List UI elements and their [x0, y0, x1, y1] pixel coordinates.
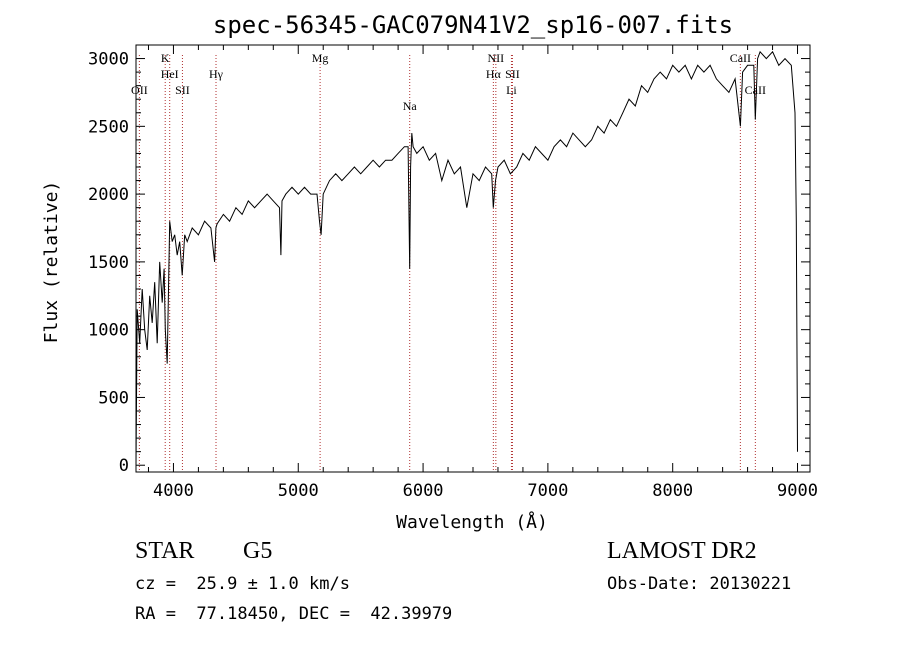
x-tick-label: 4000: [153, 481, 194, 501]
y-tick-label: 3000: [88, 50, 129, 70]
object-class: STAR: [135, 538, 195, 564]
subclass: G5: [243, 538, 273, 564]
x-axis-label: Wavelength (Å): [396, 511, 548, 533]
spectrum-line: [135, 50, 798, 466]
spectral-line-label: SII: [175, 83, 190, 97]
y-tick-label: 2000: [88, 185, 129, 205]
observation-date: Obs-Date: 20130221: [607, 574, 792, 594]
coordinates: RA = 77.18450, DEC = 42.39979: [135, 604, 453, 624]
y-tick-label: 2500: [88, 117, 129, 137]
x-tick-label: 8000: [652, 481, 693, 501]
y-axis: 0 500 1000 1500 2000 2500 3000: [88, 50, 810, 476]
x-tick-label: 9000: [777, 481, 818, 501]
spectral-line-label: CaII: [745, 83, 766, 97]
x-tick-label: 7000: [527, 481, 568, 501]
spectral-line-markers: [138, 55, 756, 472]
spectral-line-label: Mg: [312, 51, 329, 65]
y-tick-label: 1000: [88, 321, 129, 341]
chart-title: spec-56345-GAC079N41V2_sp16-007.fits: [213, 11, 733, 39]
y-tick-label: 1500: [88, 253, 129, 273]
spectral-line-label: K: [161, 51, 170, 65]
spectrum-chart: spec-56345-GAC079N41V2_sp16-007.fits OII…: [41, 11, 818, 533]
spectral-line-label: NII: [488, 51, 505, 65]
x-tick-label: 6000: [403, 481, 444, 501]
spectral-line-label: Na: [403, 99, 418, 113]
redshift-value: cz = 25.9 ± 1.0 km/s: [135, 574, 350, 594]
spectral-line-label: Li: [506, 83, 517, 97]
plot-frame: [135, 44, 811, 473]
x-axis: 4000 5000 6000 7000 8000 9000: [147, 45, 818, 501]
spectral-line-label: OII: [131, 83, 148, 97]
x-tick-label: 5000: [278, 481, 319, 501]
spectral-line-label: SII: [505, 67, 520, 81]
spectral-line-label: CaII: [730, 51, 751, 65]
y-tick-label: 0: [119, 456, 129, 476]
survey-name: LAMOST DR2: [607, 538, 757, 564]
spectral-line-label: HeI: [161, 67, 179, 81]
y-axis-label: Flux (relative): [41, 181, 62, 344]
y-tick-label: 500: [98, 388, 129, 408]
spectral-line-label: Hγ: [209, 67, 224, 81]
spectral-line-label: Hα: [486, 67, 502, 81]
